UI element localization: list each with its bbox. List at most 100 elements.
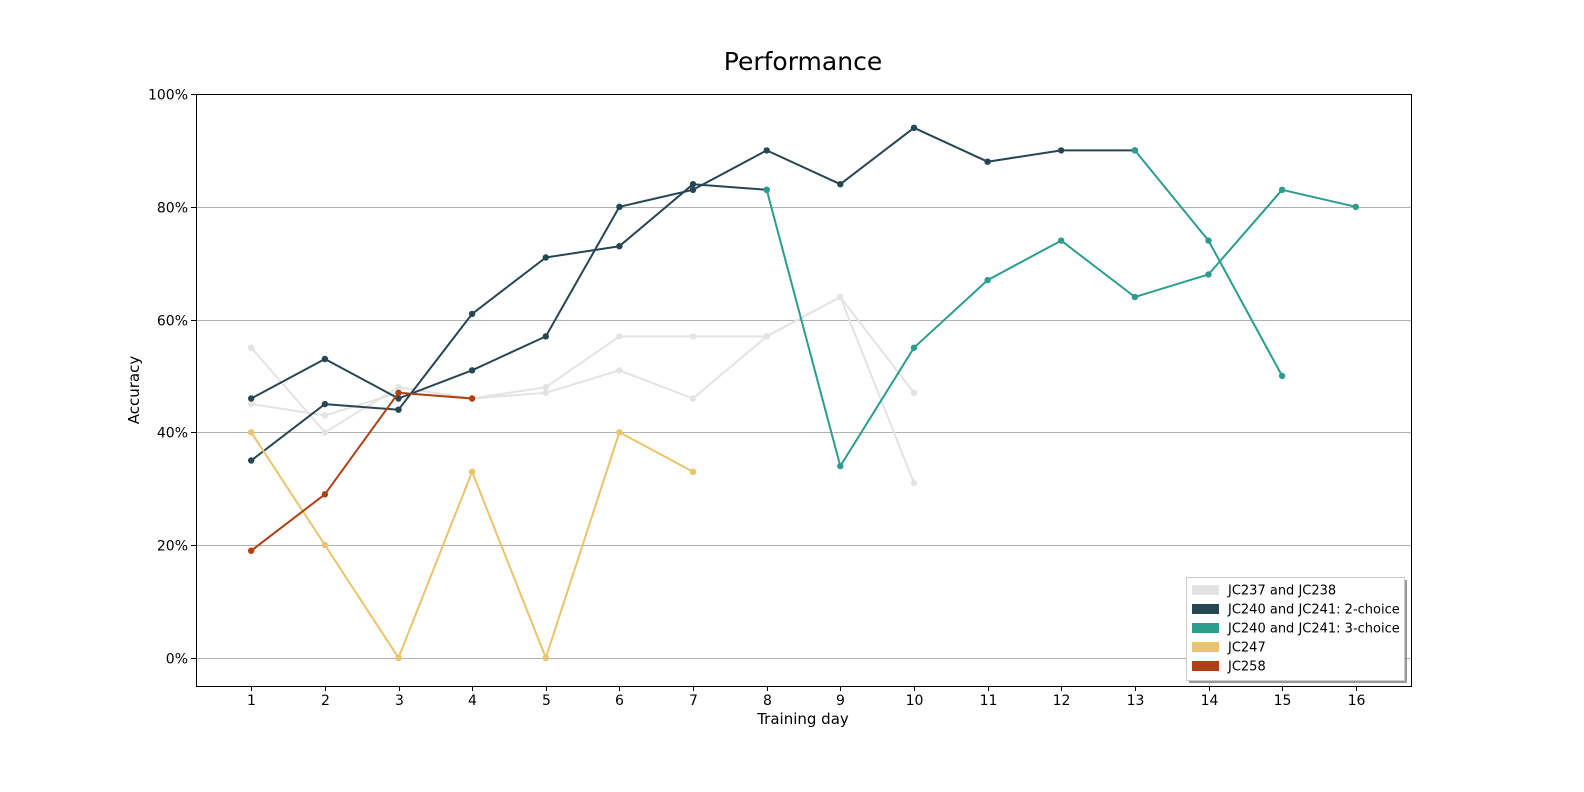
data-point bbox=[910, 124, 918, 131]
y-tick-label: 80% bbox=[157, 201, 188, 217]
y-tick-label: 40% bbox=[157, 426, 188, 442]
legend-item: JC247 bbox=[1192, 641, 1266, 656]
x-tick-label: 8 bbox=[763, 693, 772, 709]
plot-frame bbox=[196, 94, 1412, 687]
data-point bbox=[248, 547, 255, 554]
data-point bbox=[395, 389, 402, 396]
data-point bbox=[321, 355, 329, 363]
series-line bbox=[251, 296, 915, 417]
series-line bbox=[765, 188, 1357, 468]
x-tick-label: 5 bbox=[542, 693, 551, 709]
data-point bbox=[1278, 186, 1286, 193]
legend-box bbox=[1186, 577, 1405, 681]
data-point bbox=[689, 333, 697, 340]
y-tick-label: 100% bbox=[148, 88, 188, 104]
data-point bbox=[395, 384, 402, 391]
data-point bbox=[1131, 293, 1139, 301]
x-tick-label: 16 bbox=[1348, 693, 1366, 709]
data-point bbox=[248, 395, 255, 402]
data-point bbox=[542, 654, 549, 661]
x-tick-label: 3 bbox=[395, 693, 404, 709]
y-axis-ticks: 0% 20% 40% 60% 80% 100% bbox=[148, 88, 196, 668]
data-point bbox=[395, 406, 402, 413]
data-point bbox=[1205, 271, 1212, 278]
series-4 bbox=[248, 181, 770, 464]
data-point bbox=[616, 367, 623, 374]
series-8 bbox=[248, 389, 476, 554]
legend-item: JC240 and JC241: 3-choice bbox=[1192, 622, 1400, 637]
data-point bbox=[395, 654, 402, 661]
legend-item: JC258 bbox=[1192, 660, 1266, 675]
x-axis-label: Training day bbox=[756, 710, 849, 728]
x-tick-label: 12 bbox=[1053, 693, 1071, 709]
series-line bbox=[250, 126, 1135, 400]
data-point bbox=[1058, 147, 1065, 154]
legend-label: JC240 and JC241: 3-choice bbox=[1227, 622, 1400, 637]
x-tick-label: 2 bbox=[321, 693, 330, 709]
y-tick-label: 20% bbox=[157, 539, 188, 555]
data-point bbox=[321, 491, 329, 498]
x-tick-label: 14 bbox=[1201, 693, 1219, 709]
data-point bbox=[984, 158, 991, 165]
x-tick-label: 1 bbox=[247, 693, 256, 709]
data-point bbox=[616, 429, 623, 436]
data-point bbox=[984, 276, 991, 284]
data-point bbox=[468, 310, 476, 318]
series-7 bbox=[248, 429, 697, 661]
series-2 bbox=[248, 293, 918, 419]
data-point bbox=[321, 429, 329, 436]
x-tick-label: 6 bbox=[615, 693, 624, 709]
data-point bbox=[248, 457, 255, 464]
x-tick-label: 15 bbox=[1274, 693, 1292, 709]
data-point bbox=[1352, 203, 1360, 210]
data-point bbox=[542, 254, 549, 261]
data-point bbox=[910, 344, 918, 351]
data-point bbox=[321, 541, 329, 549]
data-point bbox=[468, 395, 476, 402]
data-point bbox=[1058, 237, 1065, 244]
data-point bbox=[689, 395, 697, 402]
data-point bbox=[763, 333, 770, 340]
legend-swatch bbox=[1192, 585, 1219, 595]
data-point bbox=[1205, 237, 1212, 244]
legend-swatch bbox=[1192, 623, 1219, 633]
series-line bbox=[1134, 149, 1283, 377]
legend-label: JC258 bbox=[1227, 660, 1266, 675]
data-point bbox=[689, 186, 697, 193]
x-axis-ticks: 1 2 3 4 5 6 7 8 9 10 11 12 13 14 15 16 bbox=[247, 686, 1365, 709]
legend-label: JC240 and JC241: 2-choice bbox=[1227, 603, 1400, 618]
data-point bbox=[616, 203, 623, 210]
chart-title: Performance bbox=[724, 47, 882, 76]
series-5 bbox=[763, 186, 1360, 470]
data-point bbox=[321, 412, 329, 419]
data-point bbox=[837, 181, 844, 188]
series-3 bbox=[248, 124, 1139, 402]
data-point bbox=[689, 181, 697, 188]
data-point bbox=[248, 400, 255, 408]
data-point bbox=[468, 367, 476, 374]
legend-swatch bbox=[1192, 604, 1219, 614]
data-point bbox=[837, 293, 844, 301]
data-point bbox=[1278, 372, 1286, 380]
series-line bbox=[250, 183, 767, 462]
x-tick-label: 9 bbox=[836, 693, 845, 709]
data-point bbox=[468, 468, 476, 475]
legend-swatch bbox=[1192, 661, 1219, 671]
data-point bbox=[910, 479, 918, 487]
data-point bbox=[248, 429, 255, 436]
data-point bbox=[321, 400, 329, 408]
data-point bbox=[910, 389, 918, 396]
series-6 bbox=[1131, 147, 1286, 380]
data-point bbox=[248, 344, 255, 351]
data-point bbox=[395, 395, 402, 402]
data-point bbox=[542, 384, 549, 391]
data-point bbox=[616, 243, 623, 250]
series-lines bbox=[248, 124, 1360, 661]
y-tick-label: 60% bbox=[157, 314, 188, 330]
data-point bbox=[616, 333, 623, 340]
data-point bbox=[1131, 147, 1139, 154]
data-point bbox=[763, 186, 770, 193]
data-point bbox=[689, 468, 697, 475]
x-tick-label: 11 bbox=[980, 693, 998, 709]
